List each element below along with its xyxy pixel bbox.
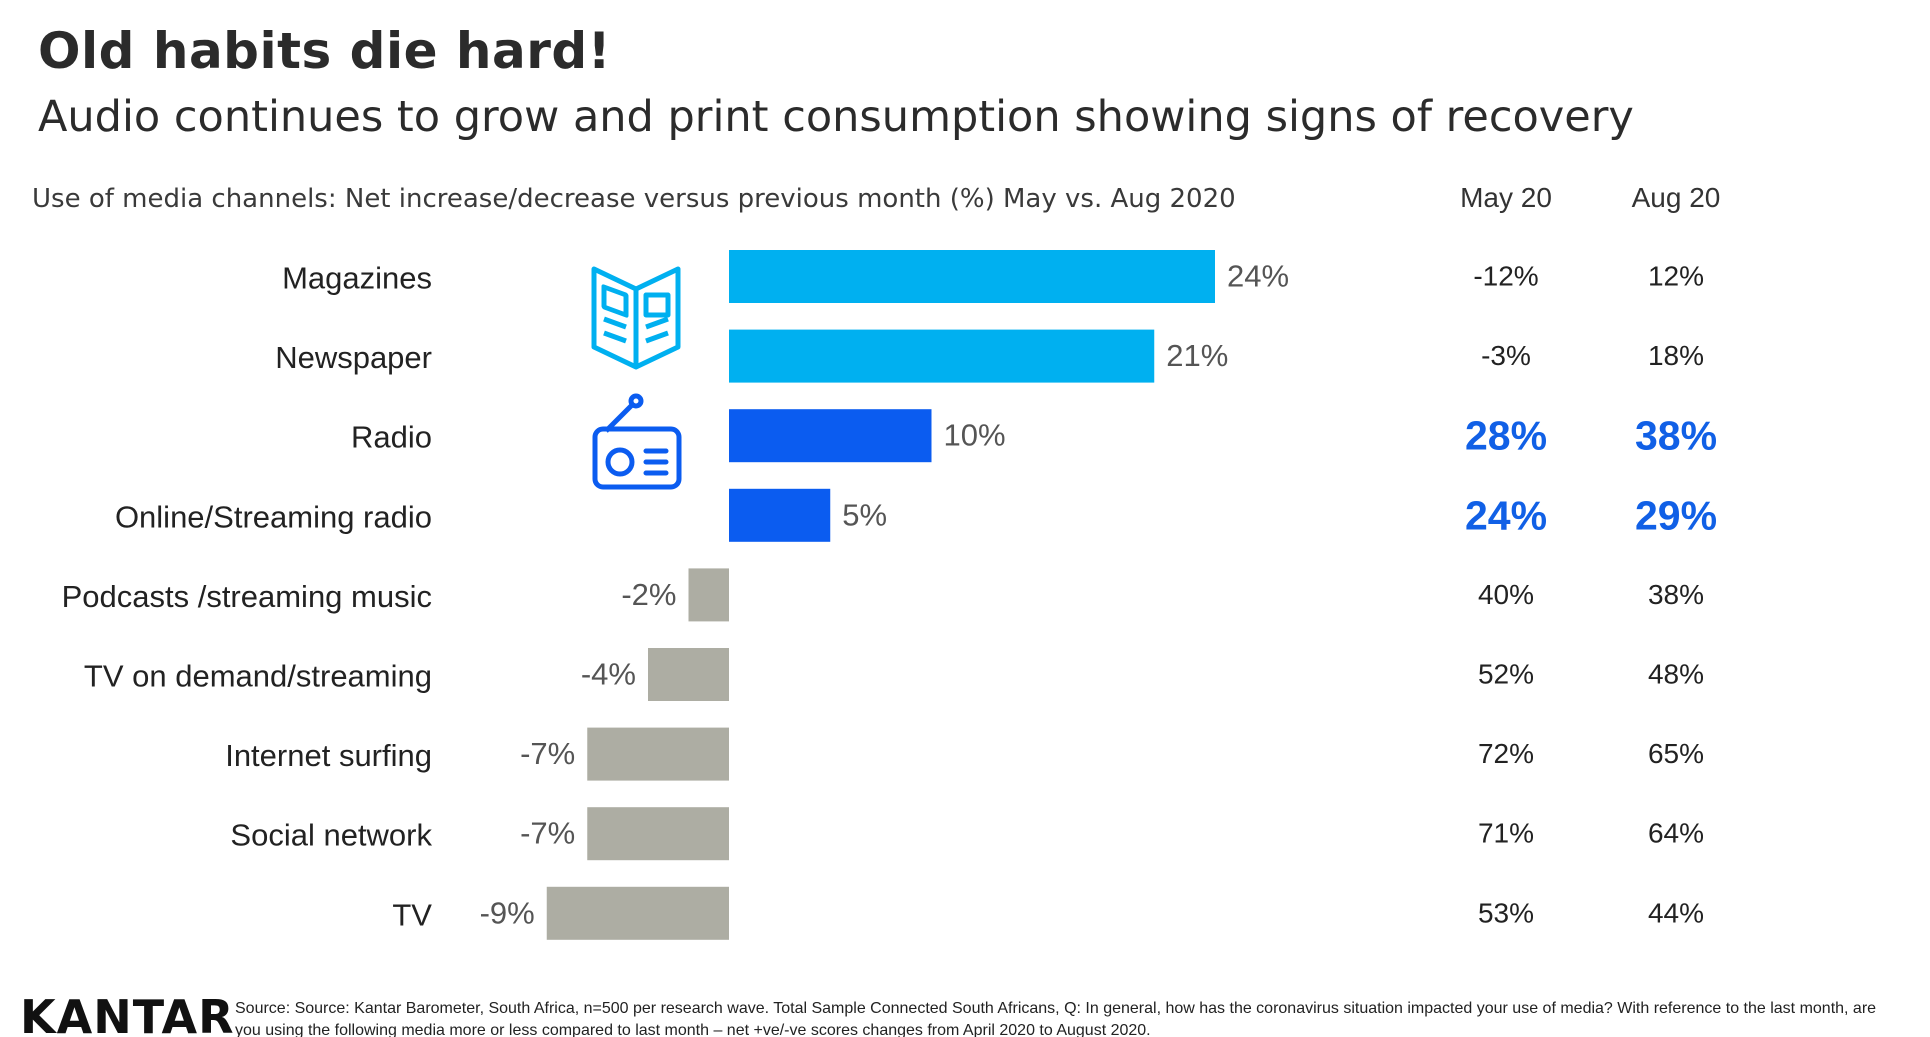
table-cell-aug: 64%	[1648, 818, 1704, 849]
bar	[587, 807, 729, 861]
data-label: 5%	[842, 497, 887, 532]
data-label: -7%	[520, 816, 575, 851]
data-label: 24%	[1227, 259, 1289, 294]
data-label: 21%	[1166, 338, 1228, 373]
magazine-icon	[591, 266, 681, 370]
bar	[688, 568, 729, 622]
table-cell-may: 71%	[1478, 818, 1534, 849]
table-cell-may: 72%	[1478, 738, 1534, 769]
table-cell-aug: 38%	[1635, 413, 1717, 459]
data-label: -7%	[520, 736, 575, 771]
chart-title: Use of media channels: Net increase/decr…	[32, 184, 1236, 214]
table-cell-aug: 18%	[1648, 340, 1704, 371]
bar	[729, 250, 1215, 303]
category-label: Internet surfing	[225, 738, 432, 773]
table-cell-may: -12%	[1473, 261, 1538, 292]
data-label: -2%	[621, 577, 676, 612]
table-cell-aug: 48%	[1648, 659, 1704, 690]
comparison-table: -12% 12% -3% 18% 28% 38% 24% 29% 40% 38% 52% 48% 72%…	[1465, 261, 1717, 929]
category-labels: Magazines Newspaper Radio Online/Streaming …	[62, 261, 433, 933]
category-label: Online/Streaming radio	[115, 499, 432, 534]
table-cell-aug: 65%	[1648, 738, 1704, 769]
table-cell-aug: 29%	[1635, 492, 1717, 538]
bar	[729, 329, 1155, 383]
column-header-aug: Aug 20	[1631, 182, 1721, 213]
category-label: Podcasts /streaming music	[62, 579, 432, 614]
table-cell-aug: 12%	[1648, 261, 1704, 292]
column-header-may: May 20	[1460, 182, 1552, 213]
bar	[648, 648, 729, 701]
bar	[587, 727, 729, 781]
category-label: TV	[392, 897, 432, 932]
page-subtitle: Audio continues to grow and print consum…	[38, 92, 1634, 142]
table-cell-aug: 38%	[1648, 579, 1704, 610]
category-label: Social network	[230, 818, 432, 853]
table-cell-may: 24%	[1465, 492, 1547, 538]
table-cell-may: 52%	[1478, 659, 1534, 690]
category-label: Newspaper	[275, 340, 432, 375]
bar-chart: Magazines Newspaper Radio Online/Streaming …	[62, 250, 1717, 940]
table-cell-may: 28%	[1465, 413, 1547, 459]
data-label: -9%	[480, 895, 535, 930]
table-cell-may: 40%	[1478, 579, 1534, 610]
table-cell-aug: 44%	[1648, 897, 1704, 928]
source-note: Source: Source: Kantar Barometer, South …	[235, 1000, 1877, 1037]
page-title: Old habits die hard!	[38, 22, 612, 80]
value-labels: 24% 21% 10% 5% -2% -4% -7% -7% -9%	[480, 259, 1289, 931]
table-cell-may: 53%	[1478, 897, 1534, 928]
category-label: Radio	[351, 420, 432, 455]
bars	[546, 250, 1215, 940]
kantar-logo: KANTAR	[20, 990, 235, 1037]
data-label: -4%	[581, 657, 636, 692]
category-label: Magazines	[282, 261, 432, 296]
table-cell-may: -3%	[1481, 340, 1531, 371]
bar	[546, 886, 729, 940]
bar	[729, 409, 932, 463]
category-label: TV on demand/streaming	[84, 659, 432, 694]
bar	[729, 488, 831, 542]
radio-icon	[592, 393, 682, 490]
data-label: 10%	[944, 418, 1006, 453]
